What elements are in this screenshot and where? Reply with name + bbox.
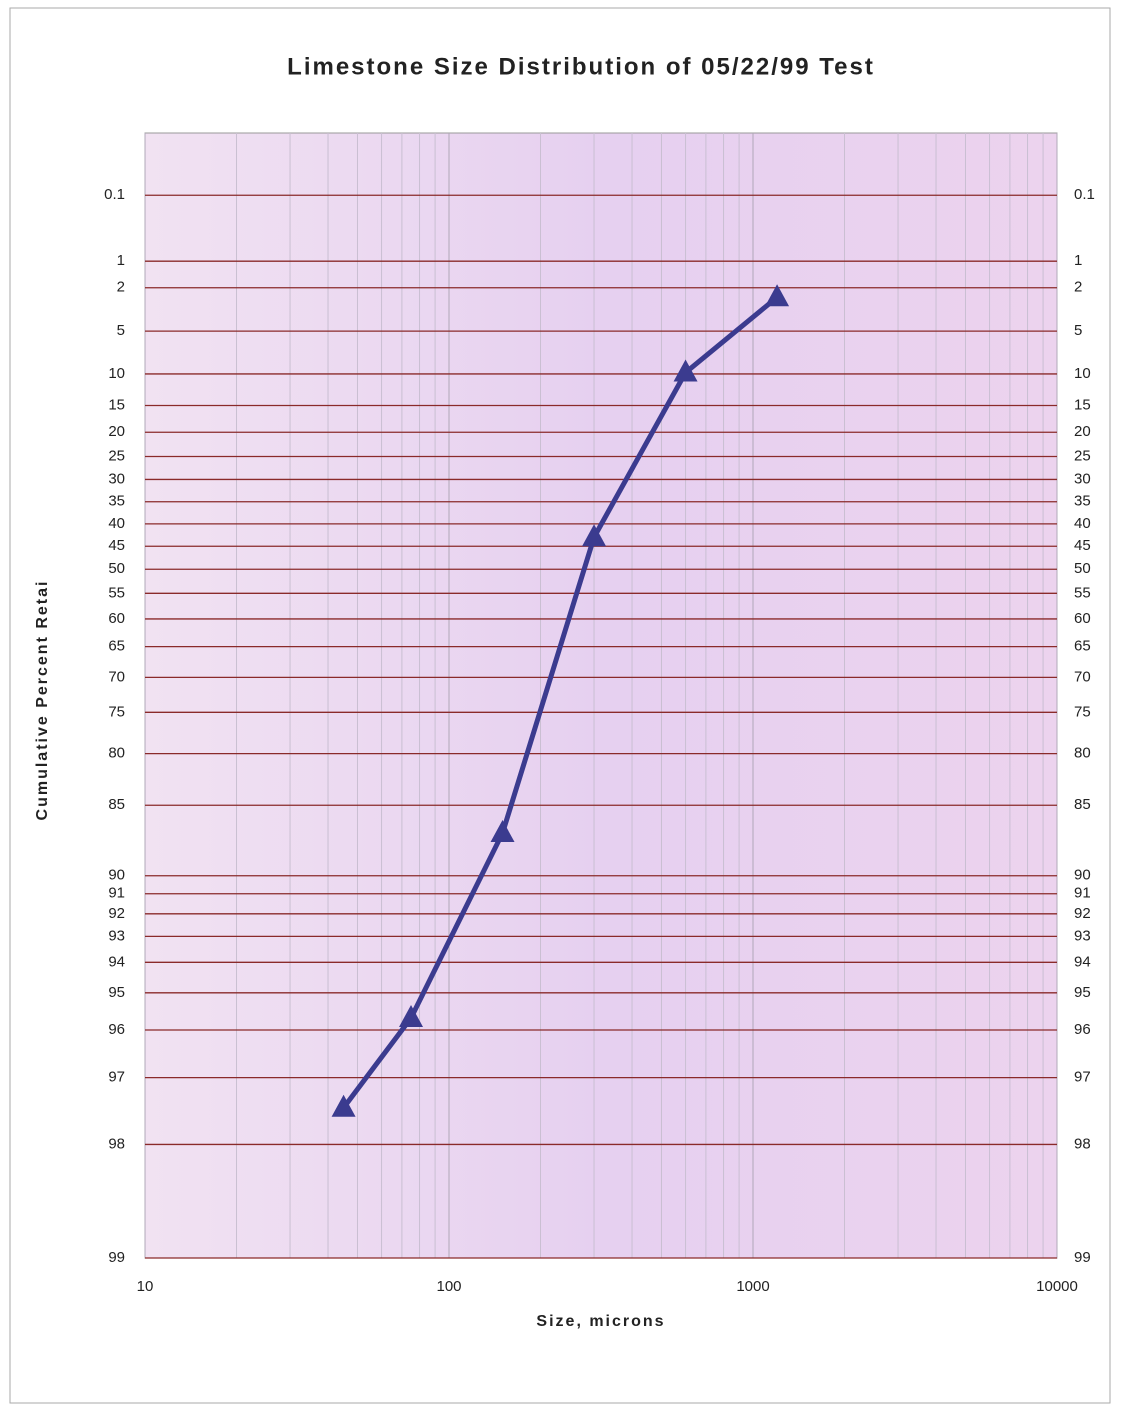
y-tick-label: 30 <box>108 470 125 487</box>
y-tick-label-right: 98 <box>1074 1135 1091 1152</box>
data-point <box>582 524 607 547</box>
y-tick-label: 15 <box>108 396 125 413</box>
y-tick-label-right: 30 <box>1074 470 1091 487</box>
y-tick-label: 95 <box>108 984 125 1001</box>
y-tick-label: 93 <box>108 927 125 944</box>
y-tick-label-right: 97 <box>1074 1069 1091 1086</box>
y-tick-label-right: 85 <box>1074 796 1091 813</box>
y-tick-label: 40 <box>108 515 125 532</box>
y-tick-label: 91 <box>108 885 125 902</box>
x-tick-label: 10000 <box>1036 1278 1078 1295</box>
data-point <box>673 359 698 382</box>
y-tick-label: 96 <box>108 1021 125 1038</box>
y-tick-label-right: 90 <box>1074 867 1091 884</box>
y-tick-label: 92 <box>108 905 125 922</box>
y-tick-label: 10 <box>108 365 125 382</box>
y-tick-label-right: 70 <box>1074 668 1091 685</box>
y-tick-label: 1 <box>117 252 125 269</box>
y-tick-label-right: 40 <box>1074 515 1091 532</box>
y-tick-label: 25 <box>108 447 125 464</box>
chart-title: Limestone Size Distribution of 05/22/99 … <box>287 53 875 80</box>
y-tick-label-right: 99 <box>1074 1249 1091 1266</box>
data-point <box>399 1004 424 1027</box>
y-tick-label: 85 <box>108 796 125 813</box>
y-tick-label-right: 1 <box>1074 252 1082 269</box>
y-tick-label: 20 <box>108 423 125 440</box>
x-tick-label: 10 <box>137 1278 154 1295</box>
y-tick-label-right: 94 <box>1074 953 1091 970</box>
y-tick-label-right: 50 <box>1074 560 1091 577</box>
y-tick-label-right: 75 <box>1074 703 1091 720</box>
y-tick-label: 60 <box>108 610 125 627</box>
y-tick-label-right: 0.1 <box>1074 186 1095 203</box>
data-point <box>490 820 515 843</box>
y-tick-label-right: 35 <box>1074 493 1091 510</box>
y-tick-label: 90 <box>108 867 125 884</box>
y-tick-label-right: 55 <box>1074 584 1091 601</box>
y-tick-label: 75 <box>108 703 125 720</box>
y-tick-label: 94 <box>108 953 125 970</box>
y-tick-label-right: 65 <box>1074 638 1091 655</box>
plot-area <box>144 132 1058 1259</box>
data-point <box>331 1094 356 1117</box>
y-tick-label: 65 <box>108 638 125 655</box>
y-tick-label-right: 80 <box>1074 745 1091 762</box>
x-axis-label: Size, microns <box>536 1313 665 1330</box>
data-point <box>765 284 790 307</box>
y-tick-label-right: 93 <box>1074 927 1091 944</box>
y-tick-label: 45 <box>108 537 125 554</box>
y-tick-label-right: 60 <box>1074 610 1091 627</box>
y-tick-label-right: 2 <box>1074 279 1082 296</box>
y-tick-label: 2 <box>117 279 125 296</box>
data-line <box>341 295 779 1110</box>
y-tick-label-right: 91 <box>1074 885 1091 902</box>
y-tick-label-right: 96 <box>1074 1021 1091 1038</box>
y-tick-label-right: 92 <box>1074 905 1091 922</box>
y-tick-label: 97 <box>108 1069 125 1086</box>
y-tick-label: 98 <box>108 1135 125 1152</box>
y-tick-label: 50 <box>108 560 125 577</box>
y-tick-label-right: 15 <box>1074 396 1091 413</box>
y-tick-label: 55 <box>108 584 125 601</box>
y-tick-label-right: 25 <box>1074 447 1091 464</box>
y-tick-label: 5 <box>117 322 125 339</box>
y-tick-label-right: 20 <box>1074 423 1091 440</box>
y-tick-label: 0.1 <box>104 186 125 203</box>
y-axis-label: Cumulative Percent Retai <box>34 580 51 821</box>
x-tick-label: 100 <box>436 1278 461 1295</box>
y-tick-label: 80 <box>108 745 125 762</box>
y-tick-label: 99 <box>108 1249 125 1266</box>
y-tick-label-right: 95 <box>1074 984 1091 1001</box>
y-tick-label: 70 <box>108 668 125 685</box>
y-tick-label-right: 10 <box>1074 365 1091 382</box>
y-tick-label-right: 45 <box>1074 537 1091 554</box>
y-tick-label-right: 5 <box>1074 322 1082 339</box>
y-tick-label: 35 <box>108 493 125 510</box>
frame <box>9 7 1111 1404</box>
x-tick-label: 1000 <box>736 1278 769 1295</box>
